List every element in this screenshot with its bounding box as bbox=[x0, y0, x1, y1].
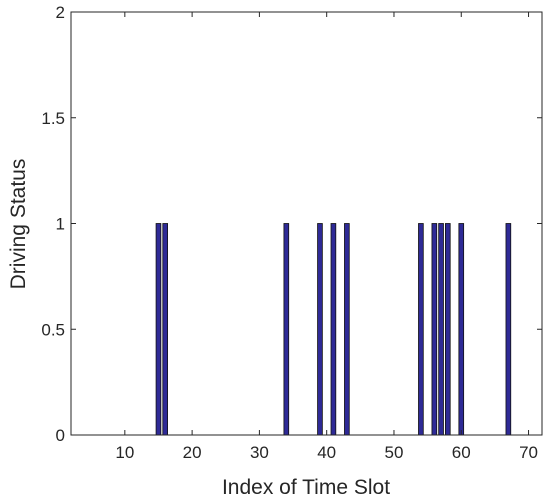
y-tick-label: 1 bbox=[56, 215, 65, 234]
x-axis-ticks: 10 20 30 40 50 60 70 bbox=[115, 12, 538, 462]
x-tick-label: 50 bbox=[385, 443, 404, 462]
bar bbox=[317, 223, 323, 436]
x-tick-label: 30 bbox=[250, 443, 269, 462]
bar bbox=[330, 223, 337, 436]
bar bbox=[344, 223, 350, 436]
y-axis-label: Driving Status bbox=[7, 159, 30, 290]
bar bbox=[444, 223, 451, 436]
y-axis-ticks: 0 0.5 1 1.5 2 bbox=[41, 3, 542, 445]
bar bbox=[458, 223, 465, 436]
x-tick-label: 70 bbox=[519, 443, 538, 462]
bar bbox=[431, 223, 438, 436]
bar bbox=[438, 223, 444, 436]
x-tick-label: 40 bbox=[317, 443, 336, 462]
bar bbox=[162, 223, 169, 436]
x-tick-label: 60 bbox=[452, 443, 471, 462]
y-tick-label: 0 bbox=[56, 426, 65, 445]
y-tick-label: 1.5 bbox=[41, 109, 65, 128]
bar bbox=[155, 223, 162, 436]
bar bbox=[505, 223, 512, 436]
bars-layer bbox=[155, 223, 512, 436]
x-tick-label: 20 bbox=[183, 443, 202, 462]
x-axis-label: Index of Time Slot bbox=[222, 476, 390, 499]
bar bbox=[418, 223, 424, 436]
y-tick-label: 0.5 bbox=[41, 320, 65, 339]
bar bbox=[283, 223, 290, 436]
x-tick-label: 10 bbox=[115, 443, 134, 462]
y-tick-label: 2 bbox=[56, 3, 65, 22]
